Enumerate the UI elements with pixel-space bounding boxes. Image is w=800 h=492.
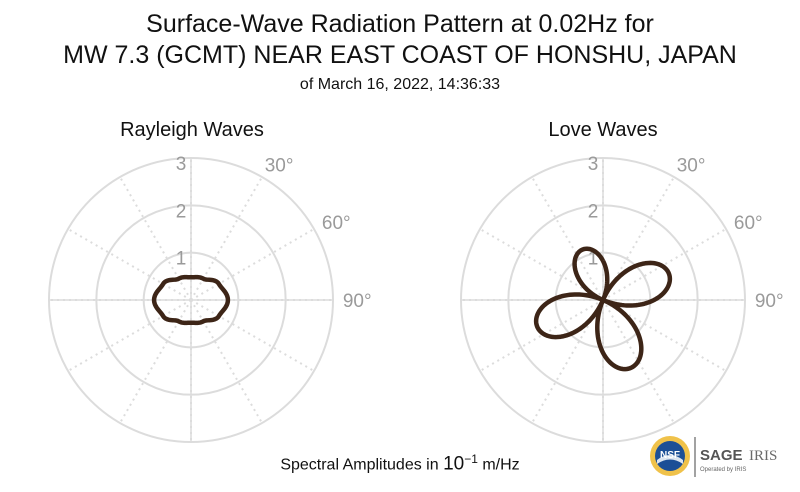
- angular-gridline: [190, 299, 263, 424]
- rayleigh-polar-plot: 1 2 3 30° 60° 90°: [48, 154, 372, 443]
- radial-gridline: [507, 204, 699, 396]
- angular-gridline: [119, 299, 192, 424]
- angle-tick-label: 30°: [677, 156, 706, 177]
- radial-tick-label: 2: [176, 201, 187, 222]
- logo-tagline: Operated by IRIS: [700, 467, 746, 473]
- units-suffix: m/Hz: [477, 456, 520, 474]
- angular-gridline: [119, 176, 192, 301]
- radial-gridline: [95, 204, 287, 396]
- nsf-seal-icon: NSF: [650, 436, 690, 476]
- radiation-pattern-curve: [533, 246, 673, 372]
- units-prefix: Spectral Amplitudes in: [280, 456, 444, 474]
- angle-tick-label: 60°: [322, 213, 351, 234]
- angle-tick-label: 90°: [343, 291, 372, 312]
- radial-tick-label: 2: [588, 201, 599, 222]
- angular-gridline: [190, 299, 315, 372]
- iris-text: IRIS: [749, 448, 777, 464]
- radial-tick-label: 3: [588, 154, 599, 175]
- angular-gridline: [67, 228, 192, 301]
- sage-text: SAGE: [700, 447, 743, 464]
- radial-tick-label: 1: [176, 249, 187, 270]
- radiation-pattern-curve: [151, 274, 231, 326]
- love-panel-title: Love Waves: [548, 119, 658, 141]
- units-power: 10: [443, 453, 465, 475]
- angular-gridline: [531, 176, 604, 301]
- angle-tick-label: 90°: [755, 291, 784, 312]
- radial-tick-label: 3: [176, 154, 187, 175]
- radial-gridline: [48, 157, 334, 443]
- rayleigh-panel-title: Rayleigh Waves: [120, 119, 264, 141]
- nsf-sage-iris-logo: NSF SAGE IRIS Operated by IRIS: [650, 436, 777, 477]
- angular-gridline: [67, 299, 192, 372]
- angle-tick-label: 60°: [734, 213, 763, 234]
- angular-gridline: [190, 176, 263, 301]
- amplitude-units-caption: Spectral Amplitudes in 10−1 m/Hz: [0, 452, 800, 475]
- angular-gridline: [190, 228, 315, 301]
- love-polar-plot: 1 2 3 30° 60° 90°: [460, 154, 784, 443]
- radial-gridline: [142, 251, 240, 349]
- radial-gridline: [460, 157, 746, 443]
- chart-title-line1: Surface-Wave Radiation Pattern at 0.02Hz…: [146, 10, 654, 38]
- nsf-text: NSF: [660, 450, 680, 461]
- radial-tick-label: 1: [588, 249, 599, 270]
- chart-title-line2: MW 7.3 (GCMT) NEAR EAST COAST OF HONSHU,…: [63, 41, 737, 69]
- units-exponent: −1: [464, 452, 478, 466]
- angle-tick-label: 30°: [265, 156, 294, 177]
- chart-subtitle: of March 16, 2022, 14:36:33: [299, 76, 501, 93]
